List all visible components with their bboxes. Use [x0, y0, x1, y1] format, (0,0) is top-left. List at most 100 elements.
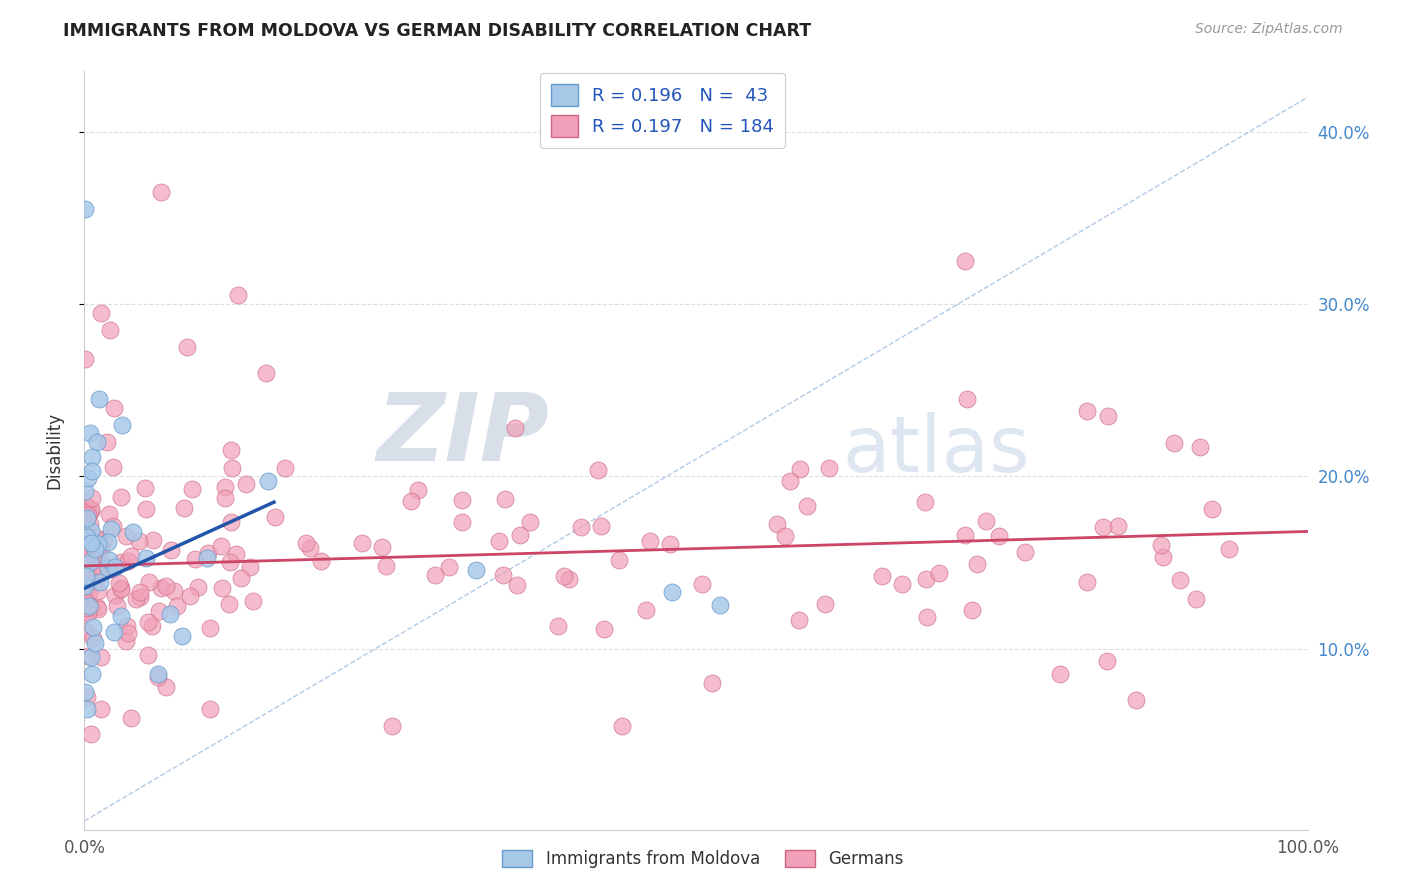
- Point: [166, 599, 188, 613]
- Point: [890, 577, 912, 591]
- Point: [120, 710, 142, 724]
- Point: [1163, 436, 1185, 450]
- Point: [214, 480, 236, 494]
- Point: [198, 621, 221, 635]
- Point: [172, 629, 194, 643]
- Point: [122, 525, 145, 540]
- Point: [350, 535, 373, 549]
- Point: [381, 719, 404, 733]
- Point: [155, 680, 177, 694]
- Point: [437, 560, 460, 574]
- Point: [503, 421, 526, 435]
- Point: [89, 575, 111, 590]
- Point: [138, 615, 160, 630]
- Point: [508, 527, 530, 541]
- Point: [914, 494, 936, 508]
- Point: [80, 491, 103, 506]
- Point: [86, 602, 108, 616]
- Point: [76, 702, 98, 716]
- Point: [464, 563, 486, 577]
- Point: [700, 676, 723, 690]
- Point: [84, 542, 107, 557]
- Point: [225, 547, 247, 561]
- Point: [82, 450, 104, 464]
- Point: [634, 603, 657, 617]
- Point: [98, 323, 121, 337]
- Point: [90, 565, 112, 579]
- Point: [915, 609, 938, 624]
- Point: [779, 474, 801, 488]
- Point: [90, 702, 112, 716]
- Point: [77, 508, 100, 522]
- Point: [97, 552, 120, 566]
- Point: [84, 636, 107, 650]
- Point: [966, 558, 988, 572]
- Point: [110, 491, 132, 505]
- Point: [1014, 545, 1036, 559]
- Point: [108, 576, 131, 591]
- Point: [128, 584, 150, 599]
- Point: [117, 619, 139, 633]
- Point: [86, 434, 108, 449]
- Point: [79, 426, 101, 441]
- Point: [114, 529, 136, 543]
- Point: [1076, 575, 1098, 590]
- Point: [79, 517, 101, 532]
- Point: [80, 599, 103, 614]
- Point: [962, 603, 984, 617]
- Point: [110, 582, 132, 596]
- Point: [87, 583, 110, 598]
- Point: [87, 536, 110, 550]
- Point: [80, 465, 103, 479]
- Point: [221, 460, 243, 475]
- Point: [90, 305, 112, 319]
- Point: [96, 434, 118, 449]
- Point: [75, 541, 97, 556]
- Point: [77, 568, 100, 582]
- Point: [94, 559, 117, 574]
- Point: [120, 549, 142, 563]
- Point: [709, 599, 731, 613]
- Point: [90, 649, 112, 664]
- Point: [221, 515, 243, 529]
- Point: [953, 253, 976, 268]
- Point: [588, 463, 610, 477]
- Point: [100, 562, 122, 576]
- Point: [690, 577, 713, 591]
- Legend: R = 0.196   N =  43, R = 0.197   N = 184: R = 0.196 N = 43, R = 0.197 N = 184: [540, 73, 785, 147]
- Point: [135, 502, 157, 516]
- Point: [77, 599, 100, 613]
- Point: [73, 352, 96, 367]
- Point: [141, 619, 163, 633]
- Point: [89, 392, 111, 406]
- Point: [1218, 542, 1240, 557]
- Point: [1092, 520, 1115, 534]
- Point: [77, 585, 100, 599]
- Point: [97, 507, 120, 521]
- Point: [76, 500, 98, 514]
- Point: [159, 542, 181, 557]
- Point: [519, 515, 541, 529]
- Point: [148, 670, 170, 684]
- Point: [974, 514, 997, 528]
- Point: [125, 592, 148, 607]
- Point: [239, 560, 262, 574]
- Point: [221, 443, 243, 458]
- Point: [214, 491, 236, 505]
- Point: [80, 726, 103, 740]
- Point: [264, 510, 287, 524]
- Point: [82, 541, 104, 556]
- Point: [149, 185, 172, 199]
- Point: [111, 417, 134, 432]
- Point: [569, 519, 592, 533]
- Point: [104, 588, 127, 602]
- Point: [103, 624, 125, 639]
- Point: [492, 567, 515, 582]
- Point: [83, 530, 105, 544]
- Point: [90, 542, 112, 557]
- Point: [956, 392, 979, 406]
- Text: atlas: atlas: [842, 412, 1031, 489]
- Point: [155, 579, 177, 593]
- Text: ZIP: ZIP: [377, 389, 550, 482]
- Point: [75, 202, 97, 217]
